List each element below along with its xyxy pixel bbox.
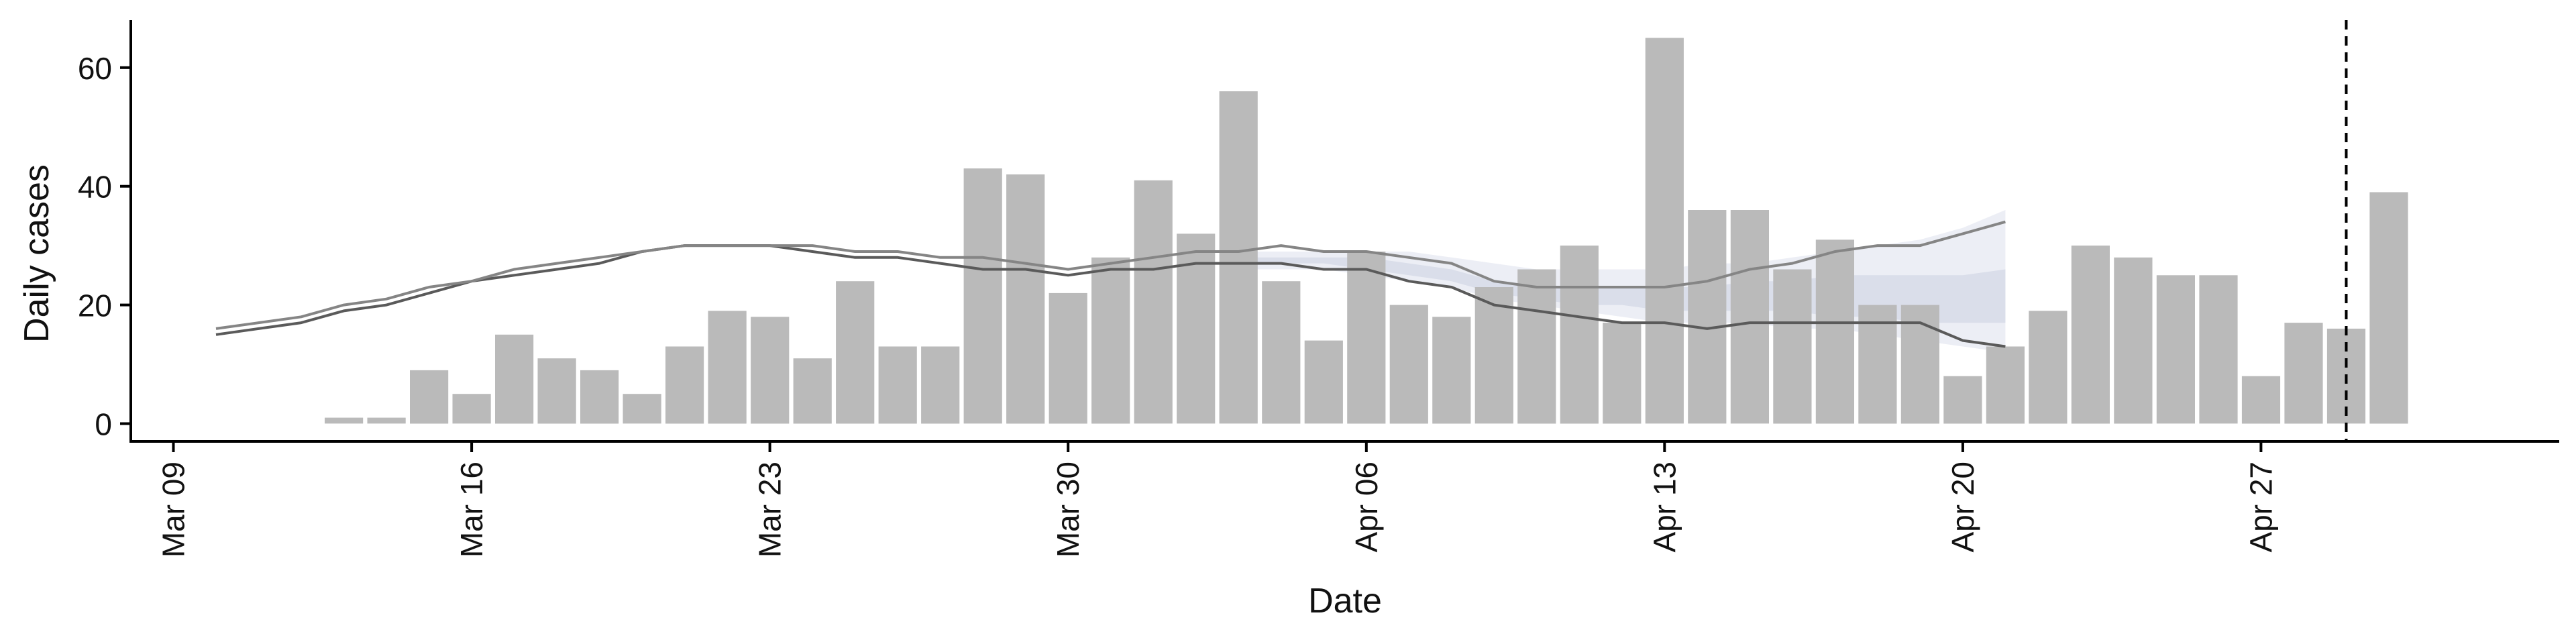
x-tick-label: Apr 20 xyxy=(1945,462,1980,553)
bar xyxy=(1304,340,1343,424)
bar xyxy=(2156,275,2195,424)
x-tick-label: Apr 27 xyxy=(2243,462,2278,553)
bar xyxy=(1688,210,1727,424)
bar xyxy=(2071,246,2110,424)
bar xyxy=(1262,281,1301,424)
bar xyxy=(537,358,576,424)
bar xyxy=(580,370,619,424)
bar xyxy=(1091,257,1130,424)
y-tick-label: 0 xyxy=(95,407,112,442)
bar xyxy=(1900,305,1939,424)
bar xyxy=(665,346,704,424)
trend-line-1 xyxy=(215,244,2006,348)
uncertainty-bands xyxy=(1238,210,2006,353)
bar xyxy=(1943,376,1982,424)
bar xyxy=(963,168,1002,424)
bar xyxy=(1858,305,1897,424)
bar xyxy=(1730,210,1769,424)
bar xyxy=(495,334,534,424)
bar xyxy=(1517,269,1556,424)
bar xyxy=(1474,287,1513,424)
bar xyxy=(2241,376,2281,424)
bar xyxy=(708,311,747,424)
bar xyxy=(1134,180,1173,424)
uncertainty-band-2 xyxy=(1238,210,2006,353)
bar xyxy=(793,358,832,424)
y-tick-label: 20 xyxy=(78,288,112,323)
y-tick-label: 40 xyxy=(78,170,112,205)
bars-layer xyxy=(325,38,2408,424)
bar xyxy=(878,346,917,424)
trend-line-2 xyxy=(215,220,2006,330)
x-axis-title: Date xyxy=(1308,582,1382,621)
bar xyxy=(2199,275,2238,424)
bar xyxy=(1219,91,1258,424)
bar xyxy=(836,281,875,424)
bar xyxy=(2369,192,2408,424)
bar xyxy=(1645,38,1684,424)
bar xyxy=(1603,323,1642,424)
bar xyxy=(1560,246,1599,424)
bar xyxy=(325,417,364,424)
axes: 0 20 40 60 Mar 09 Mar 16 Mar 23 Mar 30 Apr 06 Apr… xyxy=(78,20,2559,557)
y-axis-title: Daily cases xyxy=(17,164,56,343)
bar xyxy=(1432,317,1471,424)
bar xyxy=(1347,252,1386,424)
bar xyxy=(1986,346,2025,424)
bar xyxy=(1773,269,1812,424)
x-tick-label: Mar 09 xyxy=(156,462,191,557)
x-tick-label: Apr 13 xyxy=(1647,462,1682,553)
bar xyxy=(751,317,790,424)
bar xyxy=(2114,257,2153,424)
bar xyxy=(623,394,661,424)
bar xyxy=(410,370,449,424)
x-tick-label: Mar 16 xyxy=(454,462,489,557)
x-tick-label: Mar 23 xyxy=(753,462,788,557)
bar xyxy=(452,394,491,424)
x-tick-label: Apr 06 xyxy=(1349,462,1384,553)
y-tick-label: 60 xyxy=(78,51,112,86)
bar xyxy=(1389,305,1428,424)
bar xyxy=(2029,311,2068,424)
x-tick-label: Mar 30 xyxy=(1051,462,1085,557)
bar xyxy=(367,417,406,424)
bar xyxy=(1815,239,1854,424)
bar xyxy=(921,346,960,424)
bar xyxy=(1049,292,1087,424)
bar xyxy=(1006,174,1045,424)
bar xyxy=(2284,323,2323,424)
trend-lines xyxy=(215,220,2006,348)
